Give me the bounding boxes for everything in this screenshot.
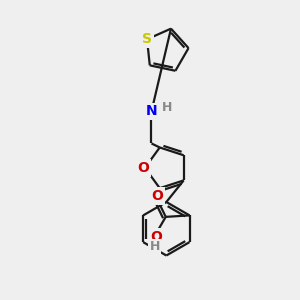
Text: O: O (152, 189, 164, 203)
Text: H: H (150, 240, 160, 253)
Text: O: O (137, 161, 149, 175)
Text: H: H (162, 101, 172, 114)
Text: N: N (146, 104, 157, 118)
Text: O: O (150, 230, 162, 244)
Text: S: S (142, 32, 152, 46)
